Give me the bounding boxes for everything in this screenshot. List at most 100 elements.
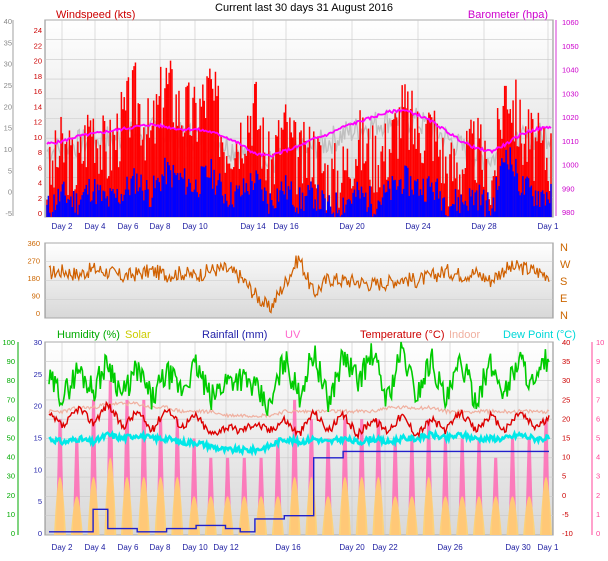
temperature-tick-label: 15 bbox=[562, 434, 570, 443]
solar-daily-area bbox=[238, 496, 251, 535]
temperature-legend-label: Temperature (°C) bbox=[360, 329, 444, 341]
rainfall-tick-label: 30 bbox=[34, 338, 42, 347]
wind-inner-tick-label: 16 bbox=[34, 87, 42, 96]
rainfall-tick-label: 15 bbox=[34, 434, 42, 443]
wind-inner-tick-label: 18 bbox=[34, 72, 42, 81]
wind-inner-tick-label: 6 bbox=[38, 163, 42, 172]
temperature-x-tick-label: Day 4 bbox=[85, 543, 106, 552]
solar-daily-area bbox=[355, 477, 368, 535]
wind-x-tick-label: Day 8 bbox=[150, 222, 171, 231]
temperature-tick-label: -5 bbox=[562, 510, 569, 519]
wind-inner-tick-label: 14 bbox=[34, 102, 42, 111]
uv-tick-label: 0 bbox=[596, 529, 600, 538]
uv-legend-label: UV bbox=[285, 329, 301, 341]
uv-tick-label: 3 bbox=[596, 472, 600, 481]
solar-daily-area bbox=[523, 496, 536, 535]
solar-daily-area bbox=[405, 496, 418, 535]
solar-daily-area bbox=[338, 477, 351, 535]
dew-point-series-line bbox=[48, 428, 551, 457]
barometer-series-line bbox=[46, 108, 552, 158]
solar-daily-area bbox=[271, 496, 284, 535]
solar-daily-area bbox=[171, 477, 184, 535]
humidity-tick-label: 70 bbox=[7, 395, 15, 404]
temperature-x-tick-label: Day 6 bbox=[118, 543, 139, 552]
wind-x-tick-label: Day 6 bbox=[118, 222, 139, 231]
baro-tick-label: 1060 bbox=[562, 18, 579, 27]
solar-daily-area bbox=[54, 477, 66, 535]
wind-x-tick-label: Day 1 bbox=[538, 222, 559, 231]
solar-daily-area bbox=[439, 496, 452, 535]
wind-inner-tick-label: 8 bbox=[38, 148, 42, 157]
solar-daily-area bbox=[255, 496, 268, 535]
temperature-tick-label: 35 bbox=[562, 357, 570, 366]
dewpoint-legend-label: Dew Point (°C) bbox=[503, 329, 576, 341]
rainfall-tick-label: 5 bbox=[38, 497, 42, 506]
temperature-x-tick-label: Day 8 bbox=[150, 543, 171, 552]
uv-tick-label: 7 bbox=[596, 395, 600, 404]
humidity-tick-label: 100 bbox=[2, 338, 15, 347]
baro-tick-label: 1000 bbox=[562, 161, 579, 170]
direction-tick-label: 90 bbox=[32, 292, 40, 301]
humidity-tick-label: 10 bbox=[7, 510, 15, 519]
solar-daily-area bbox=[456, 496, 469, 535]
baro-tick-label: 980 bbox=[562, 208, 575, 217]
temperature-x-tick-label: Day 20 bbox=[339, 543, 365, 552]
wind-x-tick-label: Day 20 bbox=[339, 222, 365, 231]
wind-inner-tick-label: 20 bbox=[34, 57, 42, 66]
wind-inner-tick-label: 24 bbox=[34, 26, 42, 35]
temperature-tick-label: 20 bbox=[562, 414, 570, 423]
baro-legend-label: Barometer (hpa) bbox=[468, 9, 548, 21]
direction-tick-label: 0 bbox=[36, 309, 40, 318]
uv-tick-label: 4 bbox=[596, 453, 600, 462]
rainfall-tick-label: 10 bbox=[34, 465, 42, 474]
baro-tick-label: 1010 bbox=[562, 137, 579, 146]
wind-x-tick-label: Day 4 bbox=[85, 222, 106, 231]
temperature-tick-label: 5 bbox=[562, 472, 566, 481]
rainfall-tick-label: 0 bbox=[38, 529, 42, 538]
uv-tick-label: 2 bbox=[596, 491, 600, 500]
humidity-tick-label: 0 bbox=[11, 529, 15, 538]
wind-panel: Windspeed (kts) Barometer (hpa) -5 0 5 10 15… bbox=[4, 9, 579, 231]
wind-outer-tick-label: 15 bbox=[4, 124, 12, 133]
indoor-legend-label: Indoor bbox=[449, 329, 481, 341]
humidity-series-line bbox=[48, 341, 550, 416]
temperature-tick-label: -10 bbox=[562, 529, 573, 538]
wind-legend-label: Windspeed (kts) bbox=[56, 9, 135, 21]
wind-x-tick-label: Day 10 bbox=[182, 222, 208, 231]
wind-x-tick-label: Day 2 bbox=[52, 222, 73, 231]
temperature-x-tick-label: Day 16 bbox=[275, 543, 301, 552]
solar-daily-area bbox=[540, 477, 552, 535]
wind-outer-tick-label: 40 bbox=[4, 17, 12, 26]
humidity-tick-label: 30 bbox=[7, 472, 15, 481]
uv-tick-label: 6 bbox=[596, 414, 600, 423]
humidity-tick-label: 90 bbox=[7, 357, 15, 366]
rainfall-legend-label: Rainfall (mm) bbox=[202, 329, 267, 341]
wind-x-tick-label: Day 24 bbox=[405, 222, 431, 231]
temperature-tick-label: 10 bbox=[562, 453, 570, 462]
solar-daily-area bbox=[121, 477, 133, 535]
compass-label: N bbox=[560, 310, 568, 322]
solar-daily-area bbox=[322, 496, 335, 535]
rainfall-tick-label: 25 bbox=[34, 370, 42, 379]
baro-tick-label: 990 bbox=[562, 184, 575, 193]
solar-daily-area bbox=[422, 477, 435, 535]
wind-x-tick-label: Day 14 bbox=[240, 222, 266, 231]
temperature-series-line bbox=[48, 400, 550, 441]
temperature-tick-label: 40 bbox=[562, 338, 570, 347]
rainfall-tick-label: 20 bbox=[34, 402, 42, 411]
baro-tick-label: 1020 bbox=[562, 113, 579, 122]
direction-tick-label: 270 bbox=[27, 257, 40, 266]
wind-outer-tick-label: 25 bbox=[4, 81, 12, 90]
uv-tick-label: 10 bbox=[596, 338, 604, 347]
page-title: Current last 30 days 31 August 2016 bbox=[215, 2, 393, 14]
wind-inner-tick-label: 4 bbox=[38, 179, 42, 188]
solar-daily-area bbox=[70, 496, 83, 535]
uv-tick-label: 5 bbox=[596, 434, 600, 443]
baro-tick-label: 1030 bbox=[562, 89, 579, 98]
humidity-tick-label: 40 bbox=[7, 453, 15, 462]
wind-outer-tick-label: 20 bbox=[4, 102, 12, 111]
wind-inner-tick-label: 12 bbox=[34, 118, 42, 127]
uv-tick-label: 1 bbox=[596, 510, 600, 519]
